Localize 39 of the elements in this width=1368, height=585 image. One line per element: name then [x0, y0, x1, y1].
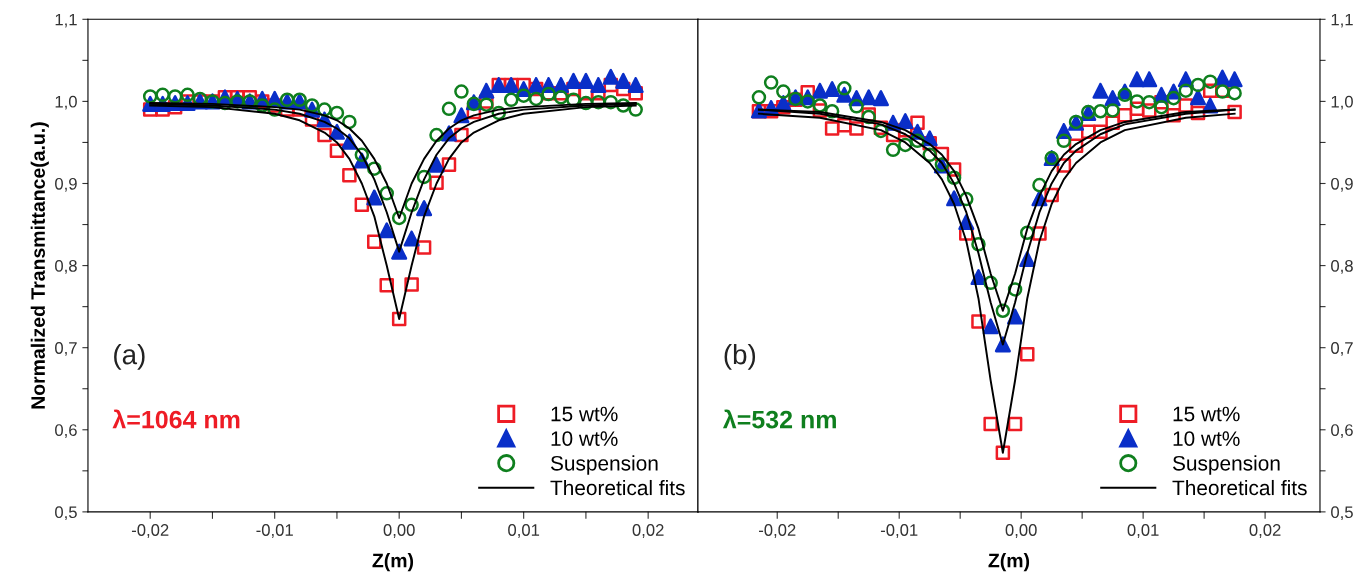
legend-label: Suspension [1172, 455, 1280, 475]
y-tick-label: 0,8 [55, 259, 77, 274]
annotation: (a) [114, 343, 145, 370]
y-tick-label: 1,1 [1331, 13, 1353, 28]
y-tick-label: 0,8 [1331, 259, 1353, 274]
legend-label: 15 wt% [1173, 406, 1240, 422]
x-tick-label: -0,01 [880, 524, 918, 538]
x-tick-label: 0,00 [383, 524, 415, 538]
x-axis-title: Z(m) [372, 553, 414, 572]
x-tick-label: -0,02 [131, 524, 169, 538]
x-tick-label: 0,02 [632, 524, 664, 538]
legend-label: Theoretical fits [1172, 479, 1307, 496]
y-tick-label: 1,0 [1331, 95, 1353, 110]
x-tick-label: 0,00 [1005, 524, 1037, 538]
annotation: λ=1064 nm [112, 409, 240, 429]
x-tick-label: -0,02 [758, 524, 796, 538]
y-tick-label: 0,9 [1331, 177, 1353, 192]
y-axis-title: Normalized Transmittance(a.u.) [30, 122, 49, 409]
legend-label: 15 wt% [551, 406, 618, 422]
legend-label: 10 wt% [551, 431, 618, 446]
y-tick-label: 0,9 [55, 177, 77, 192]
legend-label: Theoretical fits [550, 479, 685, 496]
annotation: (b) [724, 343, 756, 370]
y-tick-label: 0,7 [1331, 342, 1353, 356]
y-tick-label: 0,6 [55, 424, 77, 438]
y-tick-label: 0,5 [1331, 506, 1353, 521]
legend-label: Suspension [550, 455, 658, 475]
x-tick-label: -0,01 [256, 524, 293, 538]
y-tick-label: 1,0 [55, 95, 77, 110]
y-tick-label: 0,5 [55, 506, 77, 521]
x-tick-label: 0,02 [1249, 524, 1281, 538]
x-tick-label: 0,01 [508, 524, 540, 538]
x-axis-title: Z(m) [988, 553, 1030, 572]
y-tick-label: 0,6 [1331, 424, 1353, 438]
y-tick-label: 1,1 [55, 13, 77, 28]
legend-label: 10 wt% [1173, 431, 1240, 446]
x-tick-label: 0,01 [1127, 524, 1159, 538]
y-tick-label: 0,7 [55, 342, 77, 356]
annotation: λ=532 nm [722, 409, 836, 429]
